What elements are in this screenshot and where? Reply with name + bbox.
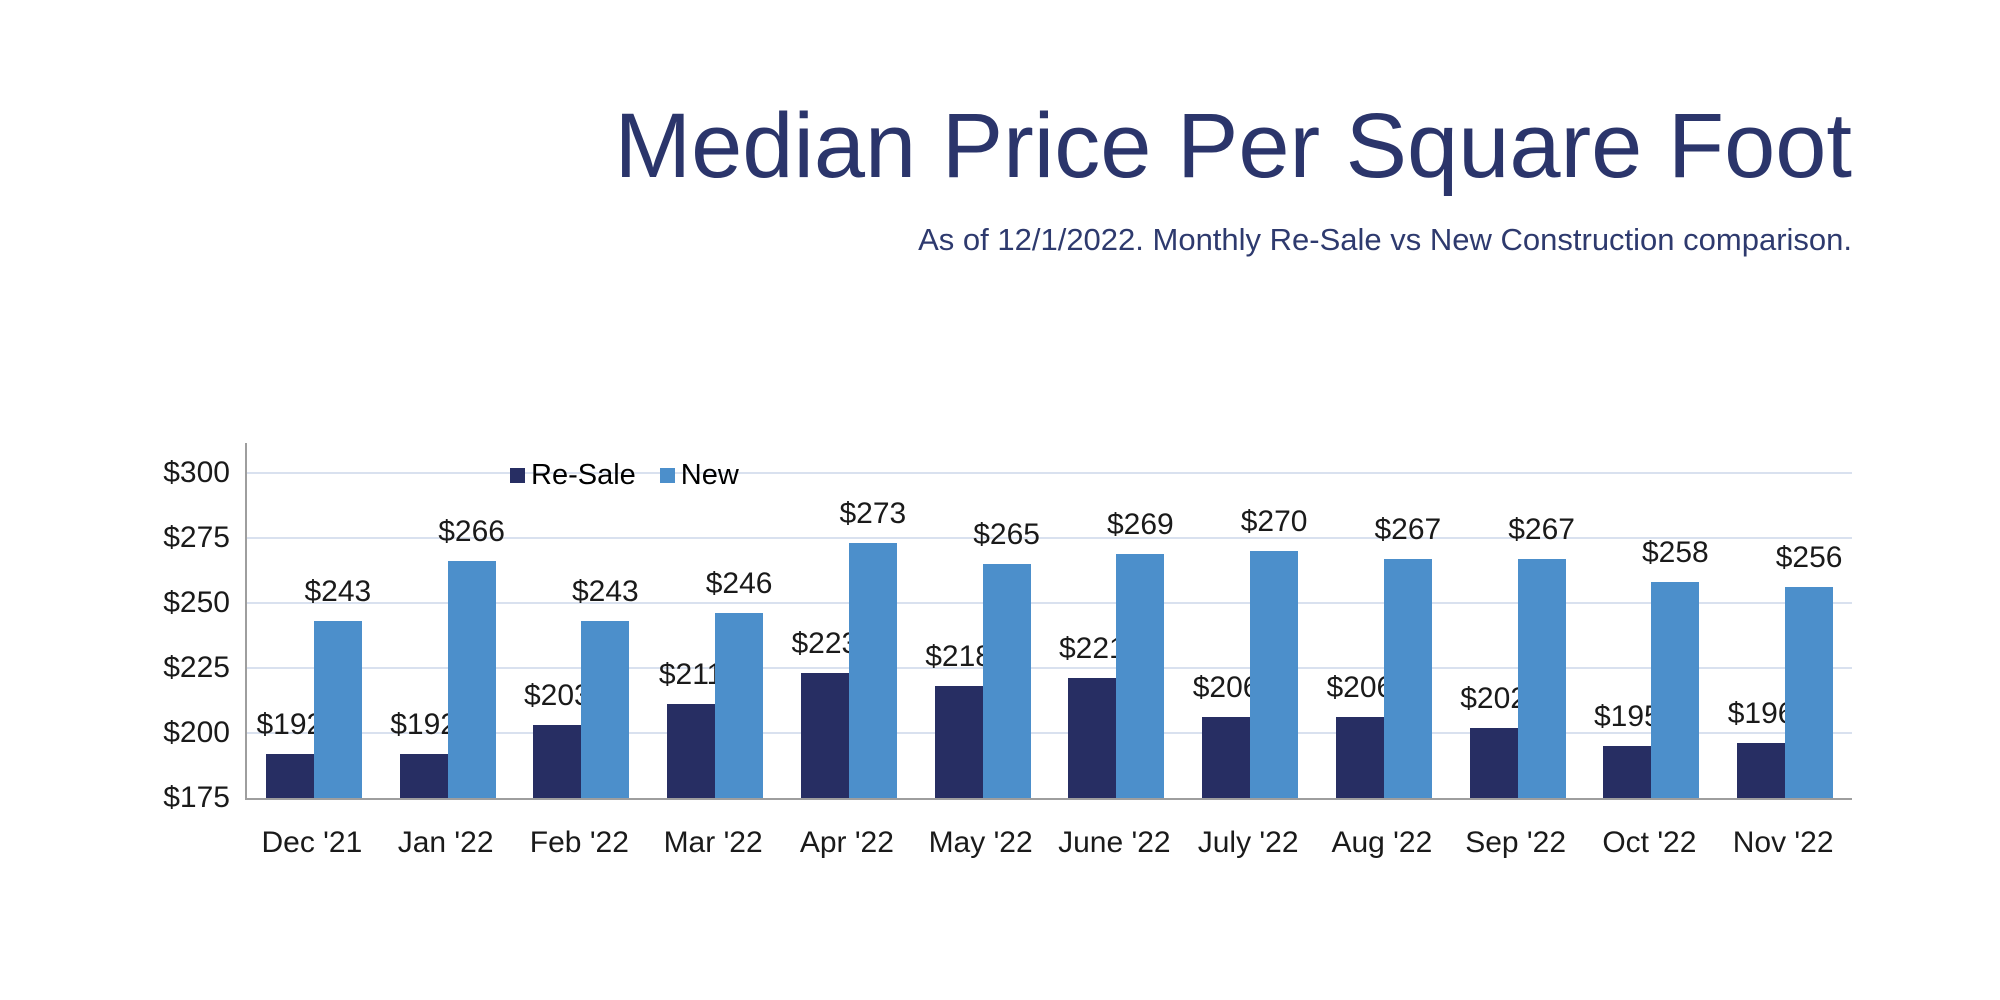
bar-new	[1383, 558, 1432, 798]
chart-header: Median Price Per Square Foot As of 12/1/…	[614, 95, 1852, 258]
bar-new	[982, 564, 1031, 798]
x-axis-label: Jan '22	[397, 826, 494, 859]
value-label-new: $265	[973, 518, 1040, 551]
bar-new	[1517, 558, 1566, 798]
bar-re-sale	[265, 753, 314, 798]
x-axis: Dec '21 Jan '22 Feb '22 Mar '22 Apr '22 May '…	[245, 824, 1850, 874]
chart-legend: Re-Sale New	[510, 459, 739, 491]
y-axis-label: $225	[163, 651, 230, 684]
value-label-new: $266	[438, 515, 505, 549]
legend-swatch-resale	[510, 467, 525, 483]
value-label-new: $258	[1642, 536, 1709, 570]
chart-subtitle: As of 12/1/2022. Monthly Re-Sale vs New …	[918, 222, 1852, 258]
bar-new	[1116, 553, 1165, 798]
bar-new	[1250, 551, 1299, 798]
bar-re-sale	[1202, 717, 1251, 798]
bar-re-sale	[533, 725, 582, 798]
y-axis: $300 $275 $250 $225 $200 $175	[118, 0, 230, 1000]
gridline	[247, 667, 1852, 669]
bar-new	[1651, 582, 1700, 798]
bar-re-sale	[1737, 743, 1786, 798]
bar-re-sale	[934, 686, 983, 798]
x-axis-label: Oct '22	[1602, 826, 1697, 859]
x-axis-label: Aug '22	[1331, 826, 1433, 859]
gridline	[247, 472, 1852, 474]
bar-re-sale	[1068, 678, 1117, 798]
x-axis-label: June '22	[1058, 826, 1171, 859]
y-axis-label: $175	[163, 781, 230, 814]
value-label-new: $270	[1240, 505, 1308, 538]
bar-re-sale	[1603, 746, 1652, 798]
x-axis-label: Apr '22	[799, 826, 894, 859]
legend-item-resale: Re-Sale	[510, 459, 636, 491]
value-label-re-sale: $211	[658, 658, 724, 692]
y-axis-label: $275	[163, 521, 230, 554]
value-label-new: $243	[304, 575, 372, 609]
bar-re-sale	[800, 673, 849, 798]
bar-re-sale	[667, 704, 716, 798]
x-axis-label: July '22	[1197, 826, 1299, 859]
value-label-new: $246	[705, 567, 773, 601]
value-label-re-sale: $202	[1460, 681, 1527, 715]
x-axis-label: Dec '21	[261, 826, 363, 859]
value-label-new: $267	[1374, 512, 1442, 546]
value-label-new: $273	[839, 497, 907, 531]
y-axis-label: $300	[163, 456, 230, 489]
bar-re-sale	[399, 753, 448, 798]
y-axis-label: $200	[163, 716, 230, 749]
gridline	[247, 732, 1852, 734]
legend-label-resale: Re-Sale	[531, 459, 636, 491]
x-axis-label: Sep '22	[1465, 826, 1567, 859]
value-label-re-sale: $221	[1059, 632, 1126, 666]
value-label-re-sale: $203	[524, 679, 591, 713]
bar-new	[1785, 587, 1834, 798]
value-label-new: $256	[1775, 541, 1843, 575]
gridline	[247, 537, 1852, 539]
value-label-re-sale: $223	[791, 627, 859, 661]
legend-swatch-new	[659, 467, 675, 483]
bar-new	[715, 613, 764, 798]
x-axis-label: Feb '22	[529, 826, 629, 859]
value-label-new: $267	[1508, 512, 1575, 546]
value-label-re-sale: $192	[390, 707, 457, 741]
value-label-re-sale: $218	[925, 640, 992, 674]
bar-new	[581, 621, 630, 798]
x-axis-label: Nov '22	[1732, 826, 1834, 859]
value-label-re-sale: $196	[1727, 697, 1795, 731]
value-label-re-sale: $195	[1594, 700, 1661, 733]
value-label-re-sale: $206	[1192, 671, 1260, 705]
legend-label-new: New	[680, 459, 739, 491]
gridline	[247, 602, 1852, 604]
x-axis-label: Mar '22	[663, 826, 763, 859]
legend-item-new: New	[659, 459, 739, 491]
value-label-new: $269	[1107, 507, 1174, 541]
y-axis-label: $250	[163, 586, 230, 619]
bar-re-sale	[1469, 727, 1518, 798]
value-label-new: $243	[572, 575, 639, 609]
bar-re-sale	[1335, 717, 1384, 798]
bar-new	[447, 561, 496, 798]
plot-area: $192 $243 $192 $266 $203 $243 $211 $246 $223 $273…	[245, 443, 1852, 800]
bar-new	[848, 543, 897, 798]
value-label-re-sale: $192	[256, 707, 324, 741]
chart-title: Median Price Per Square Foot	[614, 95, 1852, 197]
bar-new	[313, 621, 362, 798]
x-axis-label: May '22	[928, 826, 1033, 859]
value-label-re-sale: $206	[1326, 671, 1394, 705]
